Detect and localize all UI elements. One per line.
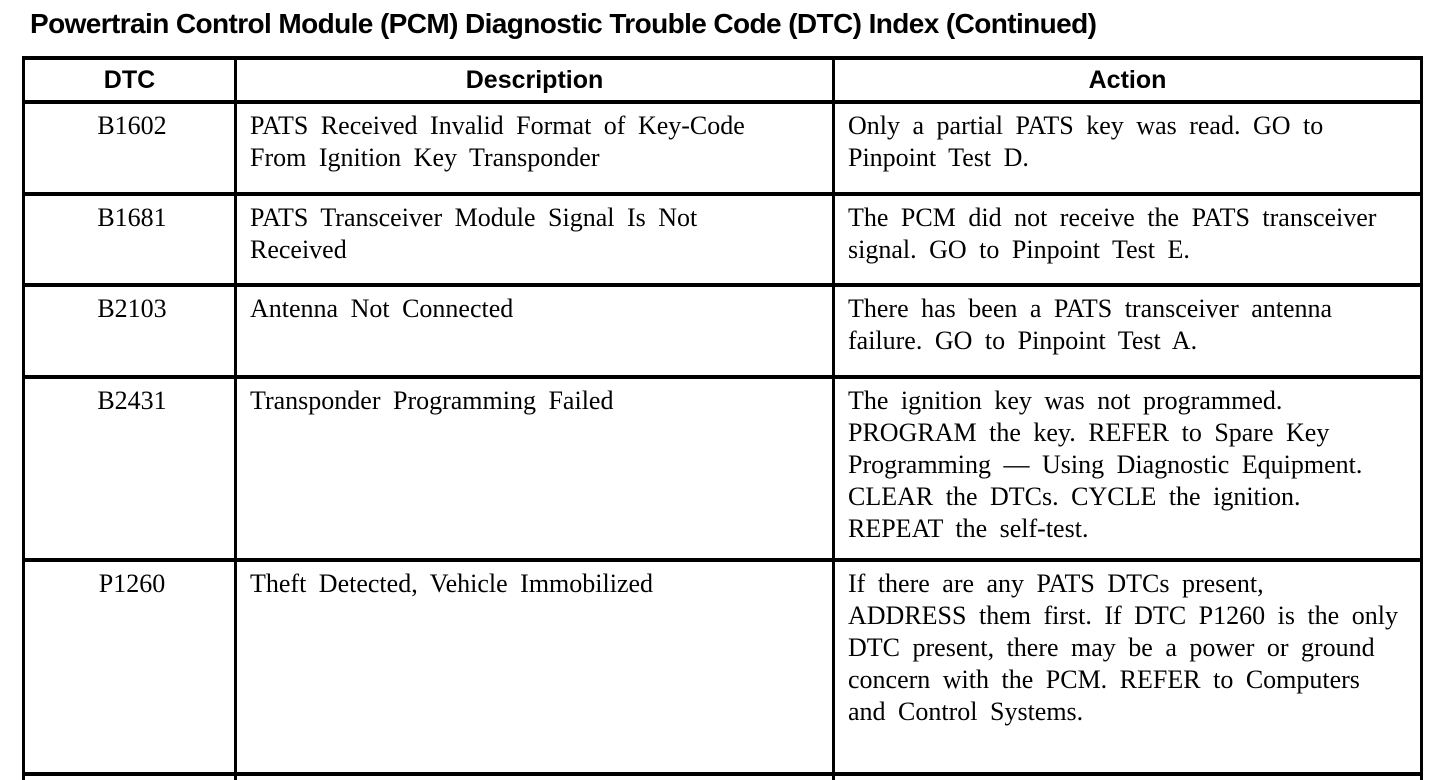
action-cell: REFER to Computers and Control Systems. bbox=[832, 772, 1423, 780]
table-row: B2103 Antenna Not Connected There has be… bbox=[22, 283, 1423, 379]
description-cell: Theft Detected, Vehicle Immobilized bbox=[234, 558, 835, 776]
document-page: Powertrain Control Module (PCM) Diagnost… bbox=[0, 8, 1456, 780]
dtc-index-table: DTC Description Action B1602 PATS Receiv… bbox=[22, 56, 1423, 780]
column-header-dtc: DTC bbox=[22, 56, 237, 104]
dtc-cell: B1602 bbox=[22, 100, 237, 196]
action-cell: The PCM did not receive the PATS transce… bbox=[832, 192, 1423, 287]
action-cell: Only a partial PATS key was read. GO to … bbox=[832, 100, 1423, 196]
dtc-cell: B2431 bbox=[22, 375, 237, 562]
action-cell: If there are any PATS DTCs present, ADDR… bbox=[832, 558, 1423, 776]
dtc-cell: B2103 bbox=[22, 283, 237, 379]
table-row: B2431 Transponder Programming Failed The… bbox=[22, 375, 1423, 562]
header-row: DTC Description Action bbox=[22, 56, 1423, 104]
description-cell: — bbox=[234, 772, 835, 780]
column-header-action: Action bbox=[832, 56, 1423, 104]
table-header: DTC Description Action bbox=[22, 56, 1423, 104]
page-title: Powertrain Control Module (PCM) Diagnost… bbox=[30, 8, 1097, 39]
table-row: P1260 Theft Detected, Vehicle Immobilize… bbox=[22, 558, 1423, 776]
table-row: All other DTCs — REFER to Computers and … bbox=[22, 772, 1423, 780]
table-row: B1602 PATS Received Invalid Format of Ke… bbox=[22, 100, 1423, 196]
column-header-description: Description bbox=[234, 56, 835, 104]
dtc-cell: All other DTCs bbox=[22, 772, 237, 780]
action-cell: The ignition key was not programmed. PRO… bbox=[832, 375, 1423, 562]
description-cell: PATS Transceiver Module Signal Is Not Re… bbox=[234, 192, 835, 287]
description-cell: PATS Received Invalid Format of Key-Code… bbox=[234, 100, 835, 196]
action-cell: There has been a PATS transceiver antenn… bbox=[832, 283, 1423, 379]
description-cell: Transponder Programming Failed bbox=[234, 375, 835, 562]
dtc-cell: B1681 bbox=[22, 192, 237, 287]
description-cell: Antenna Not Connected bbox=[234, 283, 835, 379]
table-body: B1602 PATS Received Invalid Format of Ke… bbox=[22, 100, 1423, 780]
dtc-cell: P1260 bbox=[22, 558, 237, 776]
table-row: B1681 PATS Transceiver Module Signal Is … bbox=[22, 192, 1423, 287]
